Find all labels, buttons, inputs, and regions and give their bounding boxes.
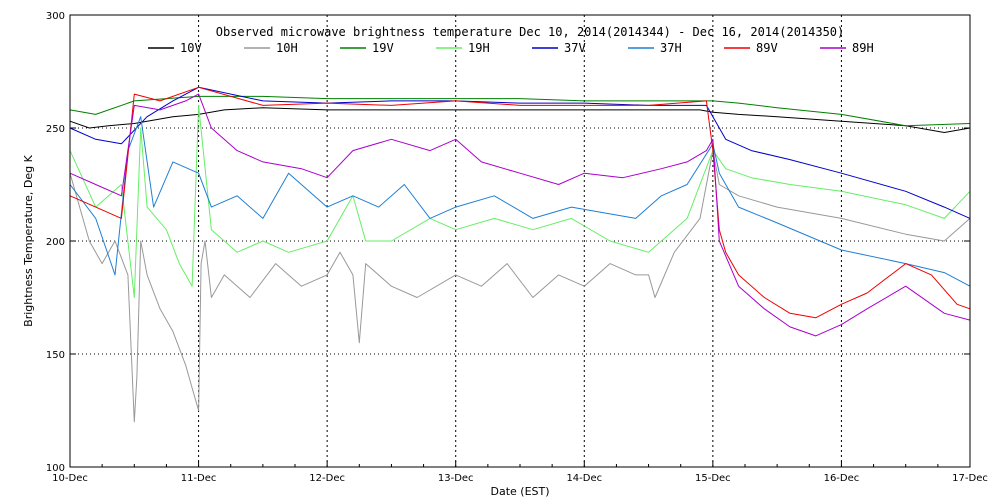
series-line-10H xyxy=(69,150,971,423)
x-tick-label: 16-Dec xyxy=(824,473,860,484)
y-tick-label: 150 xyxy=(46,350,65,361)
y-tick-label: 100 xyxy=(46,463,65,474)
y-axis-label: Brightness Temperature, Deg K xyxy=(22,154,35,326)
legend-label-10H: 10H xyxy=(276,41,298,55)
series-line-37V xyxy=(69,86,971,219)
y-tick-label: 300 xyxy=(46,11,65,22)
x-axis-label: Date (EST) xyxy=(490,485,549,498)
chart-title: Observed microwave brightness temperatur… xyxy=(216,25,845,39)
axes: 100 150 200 250 300 10-Dec 11-Dec 12-Dec 13-Dec 1… xyxy=(46,11,988,484)
x-tick-label: 14-Dec xyxy=(566,473,602,484)
x-tick-label: 12-Dec xyxy=(309,473,345,484)
series-line-37H xyxy=(69,116,971,287)
legend-label-19H: 19H xyxy=(468,41,490,55)
series-line-89H xyxy=(69,93,971,337)
x-tick-label: 10-Dec xyxy=(52,473,88,484)
y-tick-label: 250 xyxy=(46,124,65,135)
legend-label-89V: 89V xyxy=(756,41,778,55)
series-line-10V xyxy=(69,107,971,133)
x-tick-label: 17-Dec xyxy=(952,473,988,484)
series-line-19H xyxy=(69,104,971,298)
legend-label-37V: 37V xyxy=(564,41,586,55)
legend: 10V 10H 19V 19H 37V 37H 89V 89H xyxy=(148,41,874,55)
legend-label-10V: 10V xyxy=(180,41,202,55)
legend-label-19V: 19V xyxy=(372,41,394,55)
x-tick-label: 15-Dec xyxy=(695,473,731,484)
x-tick-label: 11-Dec xyxy=(181,473,217,484)
series-group xyxy=(69,86,971,423)
series-line-19V xyxy=(69,95,971,127)
legend-label-89H: 89H xyxy=(852,41,874,55)
y-tick-label: 200 xyxy=(46,237,65,248)
x-tick-label: 13-Dec xyxy=(438,473,474,484)
legend-label-37H: 37H xyxy=(660,41,682,55)
series-line-89V xyxy=(69,86,971,319)
